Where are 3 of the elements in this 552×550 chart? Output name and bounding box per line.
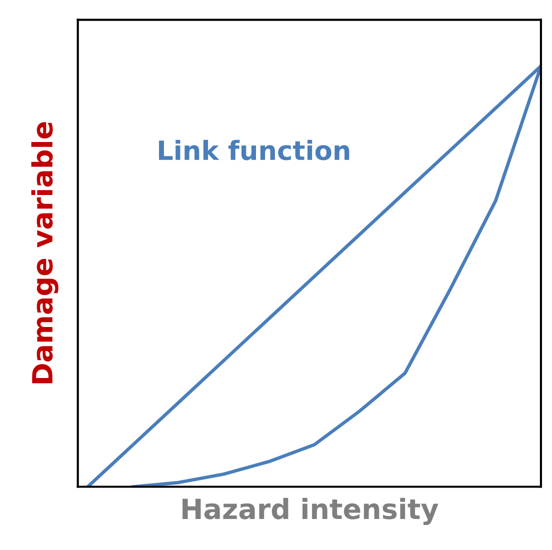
x-axis-title: Hazard intensity — [182, 498, 438, 525]
annotation: Link function — [158, 140, 350, 160]
y-axis-title: Damage variable — [31, 122, 58, 384]
